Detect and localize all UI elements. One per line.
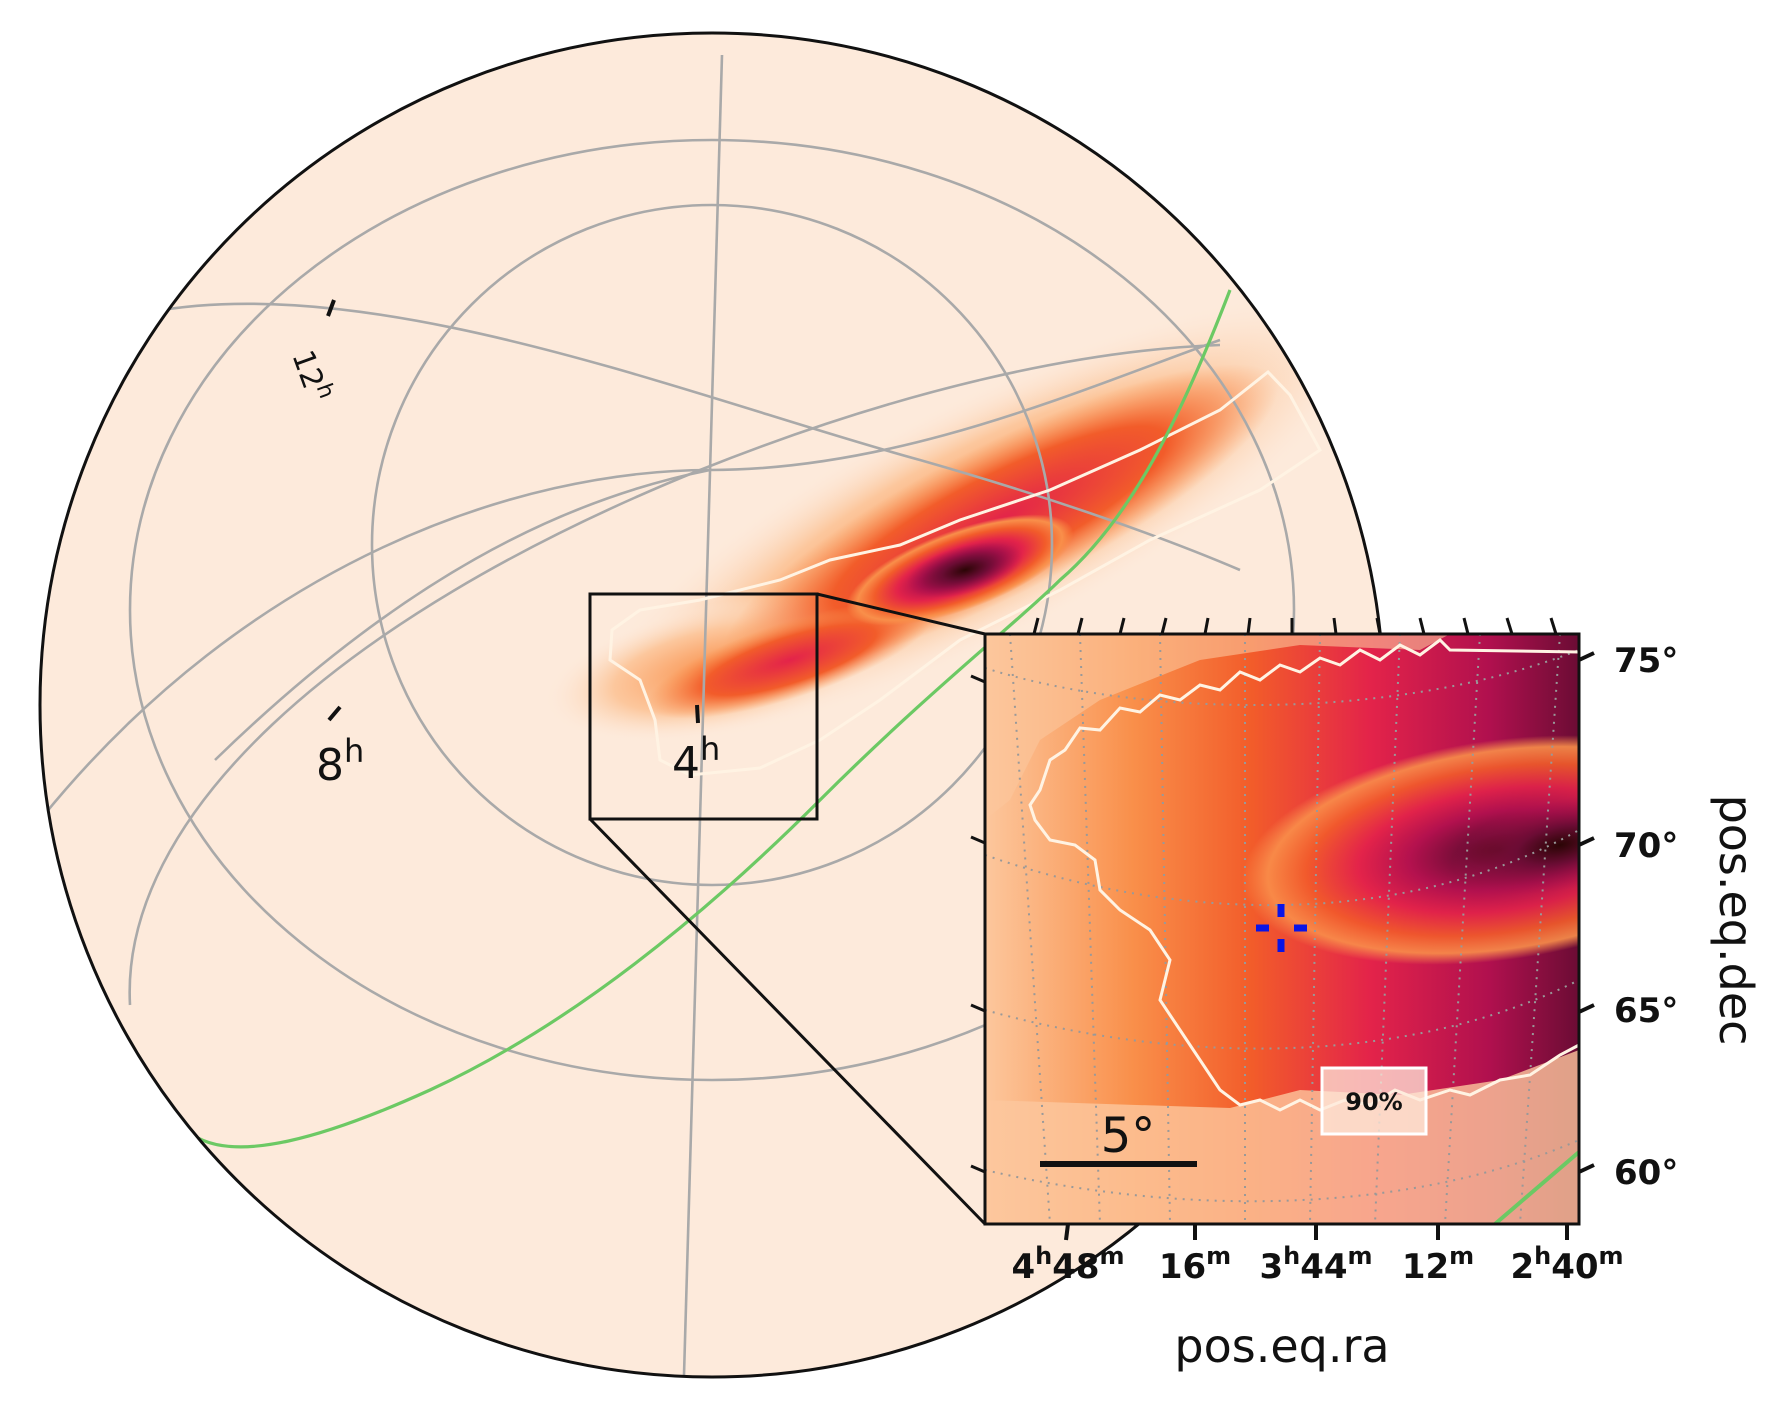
inset-zoom: 90% 5° <box>970 617 1763 1373</box>
dec-tick-label: 70° <box>1614 826 1678 866</box>
meridian <box>682 54 724 1376</box>
connector-line <box>816 592 986 636</box>
inset-frame <box>983 632 1581 1226</box>
ra-label-4h: 4h <box>672 730 720 789</box>
inset-graticule <box>985 634 1579 1224</box>
zoom-box <box>588 592 819 821</box>
inset-top-ticks <box>1032 617 1558 635</box>
ra-tick-label: 2h40m <box>1510 1242 1623 1287</box>
dec-ticks <box>1578 651 1595 1174</box>
ra-ticks <box>1064 1223 1569 1241</box>
ra-tick-label: 12m <box>1402 1242 1474 1287</box>
ra-tick <box>327 705 342 722</box>
contour-90-globe <box>608 369 1322 777</box>
galactic-plane <box>197 289 1232 1149</box>
probability-map <box>543 293 1376 747</box>
meridian <box>128 343 1221 1006</box>
ra-tick-label: 4h48m <box>1011 1242 1124 1287</box>
dec-circle <box>128 138 1296 1082</box>
crosshair-icon <box>1256 904 1307 952</box>
dec-tick-label: 75° <box>1614 641 1678 681</box>
ra-tick <box>326 299 336 317</box>
inset-left-ticks <box>970 674 986 1174</box>
sky-globe: 12h 8h 4h <box>38 31 1386 1379</box>
ra-label-8h: 8h <box>316 732 364 791</box>
galactic-plane-inset <box>1493 1150 1579 1224</box>
meridian <box>214 468 711 761</box>
ra-axis-label: pos.eq.ra <box>1174 1319 1389 1373</box>
dec-tick-label: 60° <box>1614 1153 1678 1193</box>
meridian <box>40 338 1221 821</box>
dec-circle <box>370 203 1054 887</box>
scale-bar-label: 5° <box>1101 1108 1156 1164</box>
graticule <box>40 54 1296 1376</box>
meridian <box>149 302 1241 572</box>
contour-label-box <box>1320 1066 1428 1136</box>
ra-tick-label: 16m <box>1159 1242 1231 1287</box>
dec-tick-label: 65° <box>1614 991 1678 1031</box>
ra-tick-label: 3h44m <box>1259 1242 1372 1287</box>
dec-axis-label-wrap: pos.eq.dec <box>1709 795 1763 1046</box>
dec-axis-label: pos.eq.dec <box>1709 795 1763 1046</box>
ra-tick <box>695 704 700 724</box>
contour-label: 90% <box>1345 1088 1402 1116</box>
connector-line <box>588 817 987 1226</box>
